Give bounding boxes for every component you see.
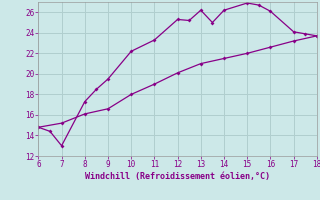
X-axis label: Windchill (Refroidissement éolien,°C): Windchill (Refroidissement éolien,°C) [85, 172, 270, 181]
